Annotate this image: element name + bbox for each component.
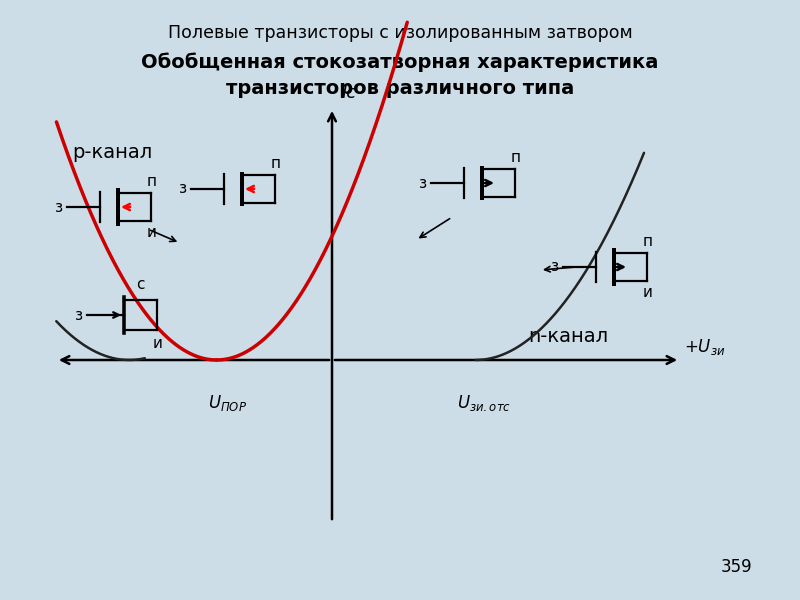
Text: Ic: Ic [342,84,357,102]
Text: з: з [179,181,187,196]
Text: и: и [146,225,156,240]
Text: п: п [642,234,652,249]
Text: Обобщенная стокозатворная характеристика
транзисторов различного типа: Обобщенная стокозатворная характеристика… [142,52,658,98]
Text: з: з [419,176,427,191]
Text: Полевые транзисторы с изолированным затвором: Полевые транзисторы с изолированным затв… [168,24,632,42]
Text: з: з [551,259,559,274]
Text: с: с [136,277,145,292]
Text: 359: 359 [720,558,752,576]
Text: n-канал: n-канал [528,326,608,346]
Text: $+U_{зи}$: $+U_{зи}$ [684,337,726,357]
Text: $U_{ПОР}$: $U_{ПОР}$ [209,393,247,413]
Text: $U_{зи.отс}$: $U_{зи.отс}$ [457,393,511,413]
Text: з: з [55,199,63,214]
Text: з: з [75,307,83,323]
Text: p-канал: p-канал [72,143,152,163]
Text: и: и [152,335,162,350]
Text: п: п [510,150,520,165]
Text: и: и [642,285,652,300]
Text: п: п [270,156,280,171]
Text: п: п [146,174,156,189]
